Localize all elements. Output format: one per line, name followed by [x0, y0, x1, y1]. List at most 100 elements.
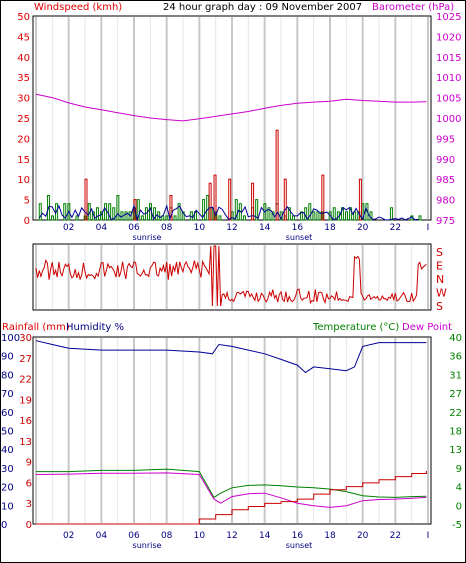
wind-bar	[369, 211, 373, 221]
wind-bar	[153, 207, 157, 221]
temperature-tick-label: 0	[456, 501, 462, 512]
x-tick-label: 14	[259, 223, 271, 233]
rainfall-axis-label: Rainfall (mm)	[2, 322, 70, 333]
wind-bar	[218, 215, 222, 221]
rainfall-tick-label: 0	[26, 520, 32, 531]
gust-bar	[228, 178, 232, 221]
rainfall-tick-label: 22	[19, 375, 32, 386]
wind-direction-line	[35, 245, 427, 307]
windspeed-tick-label: 15	[17, 155, 30, 166]
dewpoint-axis-label: Dew Point	[402, 322, 452, 333]
wind-bar	[255, 199, 259, 221]
wind-bar	[267, 207, 271, 221]
barometer-tick-label: 990	[436, 155, 455, 166]
wind-bar	[51, 215, 55, 221]
direction-tick-label: S	[436, 300, 443, 313]
dewpoint-line	[35, 472, 427, 508]
wind-bar	[75, 215, 79, 221]
rainfall-tick-label: 6	[26, 478, 32, 489]
x-tick-label: 02	[63, 531, 74, 541]
x-tick-label: 14	[259, 531, 271, 541]
direction-tick-label: S	[436, 246, 443, 259]
x-tick-label: 20	[357, 531, 369, 541]
wind-bar	[136, 199, 140, 221]
x-tick-label: 22	[390, 531, 401, 541]
gust-bar	[358, 178, 362, 221]
barometer-line	[35, 93, 427, 122]
windspeed-tick-label: 5	[24, 196, 30, 207]
humidity-tick-label: 50	[1, 427, 14, 438]
wind-bar	[340, 207, 344, 221]
wind-bar	[202, 199, 206, 221]
wind-bar	[165, 215, 169, 221]
wind-bar	[63, 203, 67, 221]
chart-title: 24 hour graph day : 09 November 2007	[163, 2, 362, 13]
wind-bar	[316, 211, 320, 221]
barometer-tick-label: 1000	[436, 114, 461, 125]
wind-bar	[140, 215, 144, 221]
wind-bar	[116, 195, 120, 221]
rainfall-tick-label: 27	[19, 354, 32, 365]
humidity-tick-label: 40	[1, 445, 14, 456]
rainfall-tick-label: 13	[19, 437, 32, 448]
windspeed-tick-label: 35	[17, 73, 30, 84]
temperature-tick-label: 31	[449, 370, 462, 381]
direction-tick-label: W	[436, 287, 447, 300]
x-tick-label: 18	[324, 223, 336, 233]
gust-bar	[84, 178, 88, 221]
humidity-tick-label: 60	[1, 408, 14, 419]
temperature-tick-label: 13	[449, 445, 462, 456]
gust-bar	[169, 195, 173, 221]
windspeed-tick-label: 50	[17, 12, 30, 23]
wind-bar	[328, 211, 332, 221]
temperature-tick-label: 36	[449, 352, 462, 363]
humidity-tick-label: 70	[1, 389, 14, 400]
x-tick-label: 22	[390, 223, 401, 233]
temperature-tick-label: 9	[456, 464, 462, 475]
gust-bar	[321, 174, 325, 221]
temperature-tick-label: 18	[449, 427, 462, 438]
humidity-tick-label: 30	[1, 464, 14, 475]
humidity-tick-label: 10	[1, 501, 14, 512]
x-tick-label: 10	[194, 531, 206, 541]
wind-bar	[173, 215, 177, 221]
x-tick-label: 16	[292, 223, 304, 233]
wind-bar	[312, 211, 316, 221]
x-tick-label: 18	[324, 531, 336, 541]
rainfall-tick-label: 30	[19, 333, 32, 344]
wind-bar	[100, 211, 104, 221]
x-tick-label: 08	[161, 223, 173, 233]
gust-bar	[213, 174, 217, 221]
gust-bar	[133, 199, 137, 221]
wind-bar	[287, 207, 291, 221]
x-tick-label: 06	[128, 223, 140, 233]
windspeed-tick-label: 25	[17, 114, 30, 125]
wind-bar	[55, 203, 59, 221]
rainfall-tick-label: 16	[19, 416, 32, 427]
rainfall-line	[36, 471, 427, 525]
wind-bar	[38, 203, 42, 221]
wind-bar	[291, 215, 295, 221]
rainfall-tick-label: 9	[26, 458, 32, 469]
humidity-tick-label: 80	[1, 370, 14, 381]
x-tick-label: 04	[96, 223, 108, 233]
x-tick-label: 02	[63, 223, 74, 233]
x-tick-label: 12	[226, 223, 237, 233]
sunset-label-top: sunset	[286, 233, 313, 242]
barometer-tick-label: 1015	[436, 53, 461, 64]
humidity-tick-label: 90	[1, 352, 14, 363]
wind-bar	[242, 215, 246, 221]
temperature-axis-label: Temperature (°C)	[312, 322, 399, 333]
x-tick-label: 20	[357, 223, 369, 233]
x-tick-label: 08	[161, 531, 173, 541]
windspeed-axis-label: Windspeed (kmh)	[34, 2, 122, 13]
x-tick-label: 10	[194, 223, 206, 233]
gust-bar	[251, 182, 255, 221]
rainfall-tick-label: 3	[26, 499, 32, 510]
wind-bar	[418, 215, 422, 221]
direction-tick-label: N	[436, 273, 444, 286]
windspeed-tick-label: 30	[17, 94, 30, 105]
sunset-label-bottom: sunset	[286, 541, 313, 550]
barometer-tick-label: 975	[436, 216, 455, 227]
humidity-tick-label: 100	[1, 333, 20, 344]
